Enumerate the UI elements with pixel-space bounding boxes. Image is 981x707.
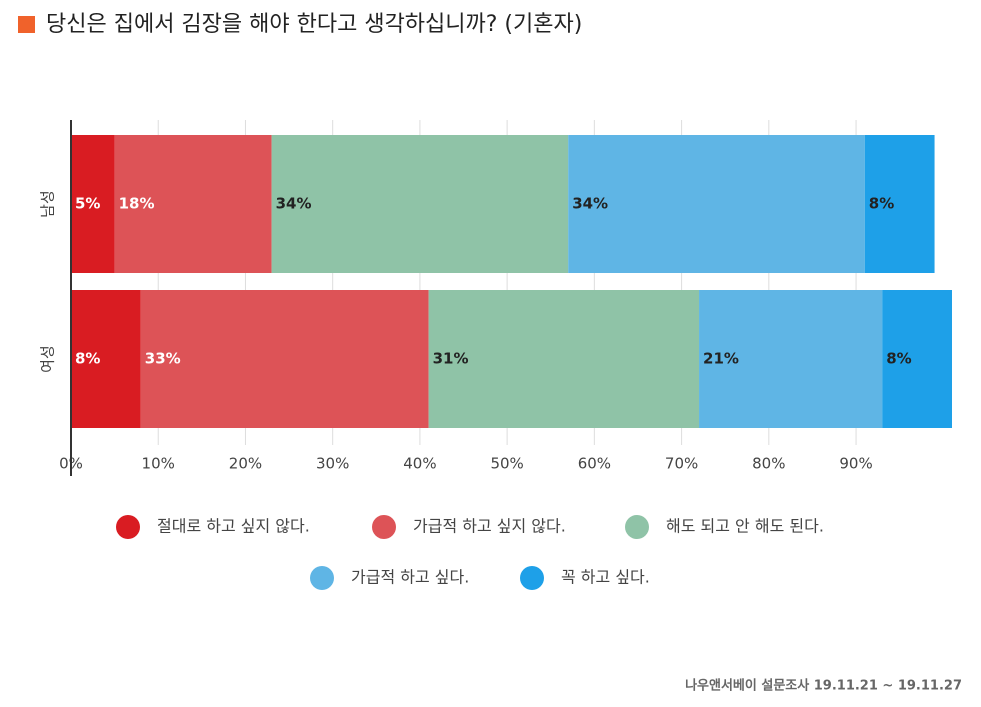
legend-label: 해도 되고 안 해도 된다. — [666, 517, 824, 536]
data-label: 8% — [869, 195, 894, 213]
legend-swatch — [372, 515, 396, 539]
x-tick-label: 50% — [490, 455, 523, 473]
source: 나우앤서베이 설문조사 19.11.21 ~ 19.11.27 — [685, 678, 962, 694]
bar-segment — [71, 290, 141, 428]
bar-segment — [140, 290, 429, 428]
x-tick-label: 30% — [316, 455, 349, 473]
legend-swatch — [116, 515, 140, 539]
x-tick-label: 20% — [229, 455, 262, 473]
legend-label: 가급적 하고 싶다. — [351, 568, 469, 587]
data-label: 8% — [886, 350, 911, 368]
legend-label: 절대로 하고 싶지 않다. — [157, 517, 310, 536]
data-label: 34% — [276, 195, 312, 213]
bar-segment — [568, 135, 865, 273]
bar-segment — [882, 290, 952, 428]
data-label: 33% — [145, 350, 181, 368]
data-label: 5% — [75, 195, 100, 213]
data-label: 18% — [119, 195, 155, 213]
chart-title: 당신은 집에서 김장을 해야 한다고 생각하십니까? (기혼자) — [46, 12, 582, 37]
x-tick-label: 60% — [578, 455, 611, 473]
bar-segment — [864, 135, 935, 273]
data-label: 34% — [572, 195, 608, 213]
bar-segment — [699, 290, 883, 428]
x-tick-label: 70% — [665, 455, 698, 473]
y-tick-label: 여성 — [39, 345, 57, 373]
bar-segment — [271, 135, 569, 273]
y-tick-label: 남성 — [39, 190, 57, 218]
title-marker — [18, 16, 35, 33]
legend-label: 가급적 하고 싶지 않다. — [413, 517, 566, 536]
data-label: 21% — [703, 350, 739, 368]
legend-swatch — [520, 566, 544, 590]
data-label: 8% — [75, 350, 100, 368]
x-tick-label: 40% — [403, 455, 436, 473]
data-label: 31% — [433, 350, 469, 368]
bar-segment — [114, 135, 272, 273]
legend-swatch — [310, 566, 334, 590]
bar-segment — [428, 290, 700, 428]
bar-segment — [71, 135, 115, 273]
x-tick-label: 90% — [839, 455, 872, 473]
legend-swatch — [625, 515, 649, 539]
legend-label: 꼭 하고 싶다. — [561, 568, 650, 587]
x-tick-label: 80% — [752, 455, 785, 473]
x-tick-label: 10% — [142, 455, 175, 473]
